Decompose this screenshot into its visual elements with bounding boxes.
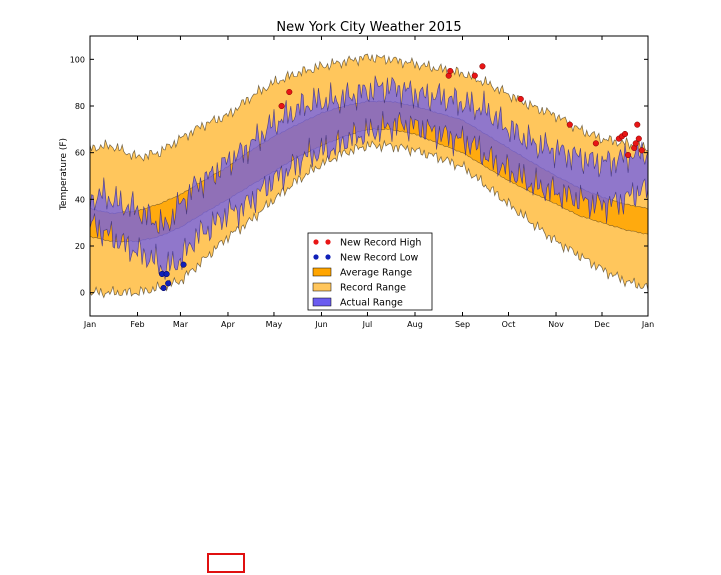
legend-item: Average Range	[312, 267, 412, 279]
x-tick-label: May	[266, 320, 283, 329]
legend-label: Actual Range	[340, 298, 403, 309]
legend-label: New Record High	[340, 238, 421, 249]
legend-marker	[313, 239, 319, 245]
record-low-point	[165, 280, 172, 287]
x-tick-label: Jun	[314, 320, 328, 329]
y-tick-label: 20	[75, 242, 85, 251]
legend-marker	[325, 254, 331, 260]
y-tick-label: 60	[75, 149, 85, 158]
record-high-point	[566, 121, 573, 128]
x-tick-label: Apr	[221, 320, 236, 329]
record-high-point	[621, 130, 629, 138]
legend-label: New Record Low	[340, 253, 419, 264]
record-high-point	[634, 121, 641, 128]
x-tick-label: Jul	[362, 320, 373, 329]
legend-marker	[325, 239, 331, 245]
legend-swatch	[312, 267, 332, 277]
record-low-point	[163, 270, 170, 278]
x-tick-label: Aug	[407, 320, 423, 329]
record-high-point	[635, 135, 642, 142]
y-tick-label: 100	[70, 55, 85, 64]
record-high-point	[592, 140, 599, 147]
x-tick-label: Mar	[173, 320, 189, 329]
legend-swatch	[312, 297, 332, 307]
x-tick-label: Jan	[83, 320, 96, 329]
record-high-point	[638, 147, 645, 154]
x-tick-label: Jan	[641, 320, 654, 329]
chart-title: New York City Weather 2015	[276, 20, 461, 35]
legend-item: Record Range	[312, 282, 406, 294]
x-tick-label: Sep	[455, 320, 470, 329]
record-high-point	[517, 95, 524, 103]
legend-label: Average Range	[340, 268, 412, 279]
x-tick-label: Oct	[502, 320, 516, 329]
record-low-point	[180, 261, 187, 268]
y-tick-label: 40	[75, 195, 85, 204]
legend-label: Record Range	[340, 283, 406, 294]
record-high-point	[625, 151, 632, 159]
axes: 0 20 40 60 80 100 Jan Feb Mar Apr May Jun Jul Aug Sep O…	[70, 35, 654, 329]
legend-swatch	[312, 282, 332, 292]
record-high-point	[471, 72, 478, 79]
record-low-point	[160, 284, 167, 292]
legend-item: New Record High	[313, 238, 421, 249]
legend-marker	[313, 254, 319, 260]
record-high-point	[479, 63, 486, 70]
record-high-point	[278, 102, 285, 110]
record-high-point	[286, 88, 293, 96]
record-high-point	[447, 67, 454, 75]
y-tick-label: 0	[80, 289, 85, 298]
record-high-point	[632, 140, 639, 147]
y-tick-label: 80	[75, 102, 85, 111]
plot-area	[89, 36, 649, 316]
x-tick-label: Feb	[130, 320, 144, 329]
y-axis-label: Temperature (F)	[59, 138, 69, 211]
plot-frame	[89, 35, 649, 317]
x-tick-label: Nov	[548, 320, 564, 329]
legend-item: Actual Range	[312, 297, 403, 309]
red-outline-box	[207, 553, 245, 573]
legend: New Record High New Record Low Average Ran…	[307, 232, 433, 311]
x-tick-label: Dec	[594, 320, 609, 329]
legend-item: New Record Low	[313, 253, 419, 264]
